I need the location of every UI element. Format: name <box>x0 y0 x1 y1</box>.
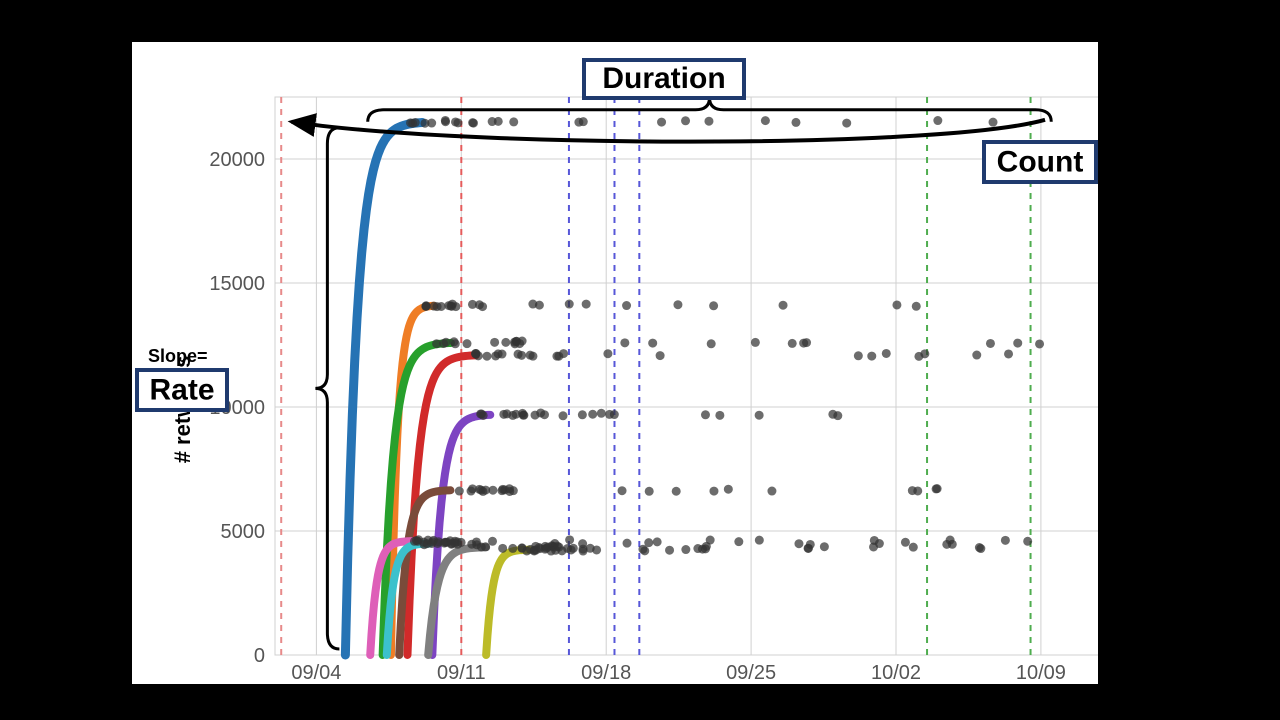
svg-text:10/09: 10/09 <box>1016 662 1066 684</box>
retweet-growth-chart: 0500010000150002000009/0409/1109/1809/25… <box>132 42 1098 684</box>
svg-text:Duration: Duration <box>602 62 725 95</box>
svg-text:09/25: 09/25 <box>726 662 776 684</box>
slope-label: Slope= <box>148 346 208 366</box>
svg-text:10/02: 10/02 <box>871 662 921 684</box>
chart-frame: 0500010000150002000009/0409/1109/1809/25… <box>132 42 1098 684</box>
svg-text:5000: 5000 <box>221 521 266 543</box>
count-label: Count <box>984 142 1096 182</box>
svg-text:20000: 20000 <box>209 149 265 171</box>
svg-text:09/18: 09/18 <box>581 662 631 684</box>
svg-text:09/04: 09/04 <box>291 662 341 684</box>
duration-label: Duration <box>584 60 744 98</box>
svg-text:09/11: 09/11 <box>437 662 486 684</box>
rate-label: Rate <box>137 370 227 410</box>
svg-text:15000: 15000 <box>209 273 265 295</box>
svg-text:Rate: Rate <box>149 374 214 407</box>
svg-text:0: 0 <box>254 645 265 667</box>
svg-text:Count: Count <box>997 146 1084 179</box>
